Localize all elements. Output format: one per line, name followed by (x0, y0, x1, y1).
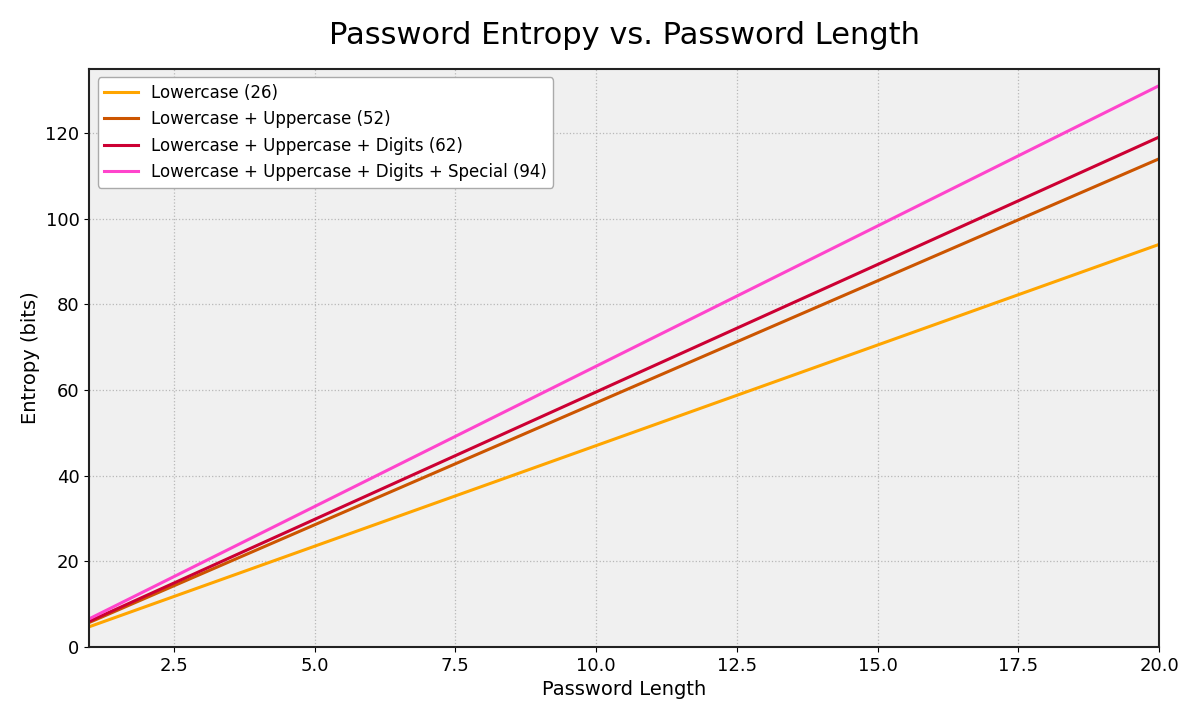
Line: Lowercase + Uppercase + Digits (62): Lowercase + Uppercase + Digits (62) (89, 137, 1159, 621)
Lowercase (26) (959, 309, 973, 318)
Lowercase + Uppercase + Digits (62) (1127, 144, 1141, 153)
Line: Lowercase + Uppercase + Digits + Special (94): Lowercase + Uppercase + Digits + Special… (89, 86, 1159, 618)
Lowercase + Uppercase + Digits (62) (959, 220, 973, 229)
Lowercase + Uppercase + Digits + Special (94) (590, 361, 605, 370)
Lowercase + Uppercase (52) (590, 398, 605, 407)
Lowercase + Uppercase + Digits (62) (596, 384, 611, 392)
Lowercase (26) (1152, 240, 1166, 248)
Lowercase + Uppercase (52) (1127, 166, 1141, 174)
Lowercase (26) (596, 438, 611, 447)
Lowercase + Uppercase (52) (82, 618, 96, 627)
Lowercase + Uppercase (52) (959, 238, 973, 247)
Lowercase (26) (1127, 249, 1141, 258)
Lowercase + Uppercase + Digits (62) (590, 387, 605, 396)
Line: Lowercase (26): Lowercase (26) (89, 244, 1159, 627)
Lowercase + Uppercase + Digits (62) (719, 329, 733, 338)
Lowercase + Uppercase + Digits (62) (1152, 132, 1166, 141)
Lowercase (26) (590, 441, 605, 449)
Lowercase + Uppercase + Digits + Special (94) (82, 614, 96, 623)
Lowercase + Uppercase + Digits + Special (94) (719, 297, 733, 306)
Lowercase + Uppercase (52) (596, 395, 611, 404)
Lowercase + Uppercase + Digits + Special (94) (959, 177, 973, 186)
Legend: Lowercase (26), Lowercase + Uppercase (52), Lowercase + Uppercase + Digits (62),: Lowercase (26), Lowercase + Uppercase (5… (97, 77, 553, 187)
Lowercase + Uppercase (52) (1152, 154, 1166, 163)
X-axis label: Password Length: Password Length (542, 680, 707, 699)
Lowercase + Uppercase + Digits + Special (94) (1127, 94, 1141, 103)
Lowercase + Uppercase + Digits (62) (82, 617, 96, 626)
Lowercase + Uppercase + Digits (62) (661, 355, 676, 364)
Lowercase + Uppercase + Digits + Special (94) (596, 358, 611, 366)
Line: Lowercase + Uppercase (52): Lowercase + Uppercase (52) (89, 158, 1159, 623)
Y-axis label: Entropy (bits): Entropy (bits) (20, 292, 40, 424)
Lowercase + Uppercase (52) (719, 342, 733, 351)
Title: Password Entropy vs. Password Length: Password Entropy vs. Password Length (329, 21, 919, 50)
Lowercase + Uppercase (52) (661, 367, 676, 376)
Lowercase (26) (82, 623, 96, 631)
Lowercase (26) (719, 395, 733, 403)
Lowercase + Uppercase + Digits + Special (94) (661, 326, 676, 335)
Lowercase (26) (661, 415, 676, 424)
Lowercase + Uppercase + Digits + Special (94) (1152, 81, 1166, 90)
